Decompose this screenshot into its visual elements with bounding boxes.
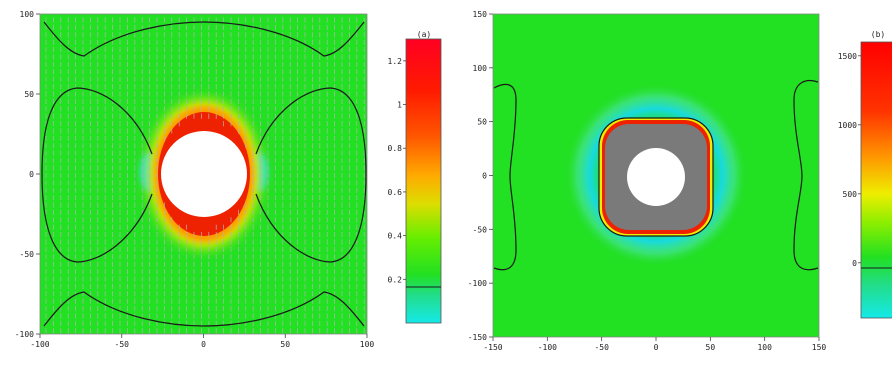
x-tick-label-b: -50 [594,343,609,352]
x-tick-label-b: -100 [538,343,557,352]
colorbar-tick-label-b: 1000 [838,121,857,130]
contour-a-top [43,21,365,57]
plot-area-b [493,14,819,337]
y-tick-label-a: -100 [15,330,34,339]
colorbar-tick-label-a: 0.8 [388,144,403,153]
x-tick-label-b: 0 [654,343,659,352]
colorbar-b: (b) 1500 1000 500 0 [838,30,892,319]
y-tick-label-a: -50 [20,250,35,259]
contour-b-right [793,79,819,271]
x-tick-label-b: -150 [483,343,502,352]
x-tick-label-b: 100 [757,343,772,352]
y-tick-label-a: 100 [20,10,35,19]
colorbar-a: (a) 1.2 1 0.8 0.6 0.4 0.2 [388,30,442,324]
contour-a-bottom [43,291,365,327]
y-tick-label-b: 0 [482,172,487,181]
y-tick-label-b: 50 [477,118,487,127]
colorbar-tick-label-a: 0.4 [388,232,403,241]
contour-b-core [598,117,714,237]
y-tick-label-b: 100 [473,64,488,73]
x-tick-label-a: 100 [360,340,375,349]
y-tick-label-b: -50 [473,225,488,234]
colorbar-tick-label-b: 500 [843,190,858,199]
vector-field-a [45,17,365,334]
colorbar-b-bar [860,41,892,319]
contour-b-left [493,83,517,271]
colorbar-tick-label-a: 0.2 [388,275,403,284]
y-tick-label-b: -150 [468,333,487,342]
panel-a: -100 -50 0 50 100 100 50 0 -50 -100 (a) 1.2 1 0.8 0.… [15,10,442,349]
y-tick-label-a: 0 [29,170,34,179]
axis-ticks-a: -100 -50 0 50 100 100 50 0 -50 -100 [15,10,375,349]
hole-b [627,148,685,206]
colorbar-tick-label-b: 0 [852,259,857,268]
x-tick-label-b: 150 [812,343,827,352]
colorbar-a-bar [405,38,442,324]
panel-b: -150 -100 -50 0 50 100 150150100500-50-100-150… [468,10,892,352]
y-tick-label-b: -100 [468,279,487,288]
y-tick-label-a: 50 [24,90,34,99]
x-tick-label-a: -100 [30,340,49,349]
colorbar-a-ticks: 1.2 1 0.8 0.6 0.4 0.2 [388,57,406,284]
x-tick-label-a: 0 [201,340,206,349]
colorbar-tick-label-a: 0.6 [388,188,403,197]
colorbar-tick-label-a: 1.2 [388,57,403,66]
y-tick-label-b: 150 [473,10,488,19]
colorbar-b-ticks: 1500 1000 500 0 [838,52,861,268]
colorbar-b-label: (b) [871,30,885,39]
axis-ticks-b: -150 -100 -50 0 50 100 150 150 100 50 0 -50 -100 -150 [468,10,827,352]
x-tick-label-b: 50 [706,343,716,352]
contour-a-left [41,87,153,263]
colorbar-tick-label-a: 1 [397,101,402,110]
x-tick-label-a: 50 [280,340,290,349]
colorbar-a-label: (a) [417,30,431,39]
colorbar-tick-label-b: 1500 [838,52,857,61]
x-tick-label-a: -50 [115,340,130,349]
contour-a-right [255,87,367,263]
hole-a [161,131,247,217]
plot-area-a [40,14,367,334]
